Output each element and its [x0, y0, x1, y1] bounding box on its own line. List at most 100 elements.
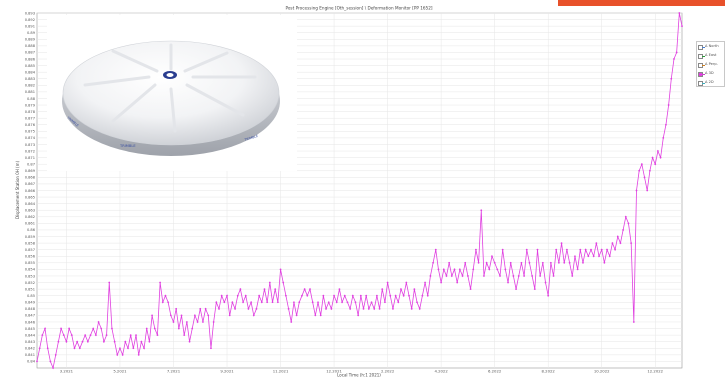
data-point: [191, 327, 194, 330]
data-point: [523, 275, 525, 277]
data-point: [397, 301, 400, 304]
legend-checkbox[interactable]: [698, 45, 703, 50]
data-point: [552, 275, 555, 277]
data-point: [673, 58, 675, 60]
legend-checkbox[interactable]: [698, 63, 703, 68]
dome-ridges: [83, 43, 257, 133]
y-tick-label: 0.86: [27, 228, 36, 232]
legend-item-3d[interactable]: Δ 3D: [697, 69, 724, 78]
data-point: [566, 248, 568, 251]
data-point: [426, 294, 429, 297]
y-tick-label: 0.854: [25, 268, 36, 272]
y-tick-label: 0.88: [27, 97, 36, 101]
data-point: [400, 288, 402, 291]
data-point: [333, 294, 335, 297]
y-tick-label: 0.89: [27, 31, 36, 35]
data-point: [576, 268, 579, 271]
data-point: [357, 314, 360, 317]
legend-item-perp[interactable]: Δ Perp.: [697, 60, 724, 69]
data-point: [279, 268, 282, 271]
data-point: [477, 261, 480, 264]
data-point: [405, 281, 408, 284]
y-axis-ticks: 0.84 0.841 0.842 0.843 0.844 0.845 0.846 0.847 0…: [25, 11, 36, 363]
legend-item-2d[interactable]: Δ 2D: [697, 78, 724, 86]
data-point: [507, 281, 509, 284]
data-point: [437, 268, 440, 271]
data-point: [183, 334, 186, 337]
data-point: [129, 334, 132, 337]
data-point: [421, 294, 424, 297]
data-point: [175, 307, 178, 310]
data-point: [651, 156, 654, 159]
data-point: [659, 156, 662, 159]
legend-label: Δ Perp.: [705, 62, 718, 66]
data-point: [143, 347, 145, 350]
data-point: [483, 275, 485, 277]
legend-checkbox[interactable]: [698, 72, 703, 77]
data-point: [41, 334, 44, 337]
y-tick-label: 0.882: [25, 84, 35, 88]
data-point: [632, 321, 635, 323]
legend-item-north[interactable]: Δ North: [697, 42, 724, 51]
data-point: [544, 281, 547, 284]
data-point: [681, 25, 683, 28]
data-point: [196, 321, 199, 323]
legend-checkbox[interactable]: [698, 54, 703, 59]
data-point: [338, 288, 341, 291]
data-point: [392, 307, 394, 310]
data-point: [335, 301, 338, 304]
data-point: [504, 268, 507, 271]
data-point: [491, 255, 493, 258]
data-point: [223, 301, 226, 304]
data-point: [646, 189, 649, 192]
y-tick-label: 0.858: [25, 241, 36, 245]
data-point: [496, 268, 499, 271]
y-tick-label: 0.861: [25, 222, 35, 226]
y-tick-label: 0.848: [25, 307, 36, 311]
dome-antenna-image: TRIMBLE TRIMBLE TRIMBLE: [62, 40, 280, 156]
y-tick-label: 0.888: [25, 44, 36, 48]
data-point: [488, 268, 491, 271]
data-point: [103, 340, 105, 343]
data-point: [60, 327, 62, 330]
data-point: [86, 340, 89, 343]
legend-swatch: [701, 64, 705, 66]
y-tick-label: 0.859: [25, 235, 36, 239]
data-point: [148, 340, 151, 343]
data-point: [627, 222, 630, 225]
data-point: [448, 261, 451, 264]
data-point: [480, 209, 483, 212]
photo-brand-mark-1: TRIMBLE: [119, 144, 136, 148]
data-point: [73, 347, 76, 350]
data-point: [571, 275, 574, 277]
data-point: [555, 248, 558, 251]
data-point: [185, 321, 188, 323]
y-tick-label: 0.851: [25, 287, 35, 291]
legend-swatch: [701, 73, 705, 75]
legend-checkbox[interactable]: [698, 81, 703, 86]
data-point: [97, 321, 100, 323]
photo-brand-mark-3: TRIMBLE: [243, 134, 258, 142]
data-point: [568, 261, 571, 264]
data-point: [456, 281, 459, 284]
data-point: [410, 307, 413, 310]
data-point: [643, 176, 646, 179]
data-point: [153, 327, 156, 330]
data-point: [38, 347, 41, 350]
data-point: [624, 215, 627, 218]
data-point: [132, 347, 135, 350]
y-tick-label: 0.847: [25, 314, 35, 318]
data-point: [466, 275, 469, 277]
y-tick-label: 0.857: [25, 248, 35, 252]
y-tick-label: 0.852: [25, 281, 35, 285]
x-tick-label: 3.2021: [60, 369, 74, 374]
legend-swatch: [701, 46, 705, 48]
legend-item-east[interactable]: Δ East: [697, 51, 724, 60]
y-tick-label: 0.862: [25, 215, 35, 219]
series-line-3d: [36, 12, 683, 370]
data-point: [255, 307, 258, 310]
data-point: [105, 334, 108, 337]
data-point: [244, 294, 247, 297]
data-point: [167, 301, 170, 304]
data-point: [252, 314, 255, 317]
